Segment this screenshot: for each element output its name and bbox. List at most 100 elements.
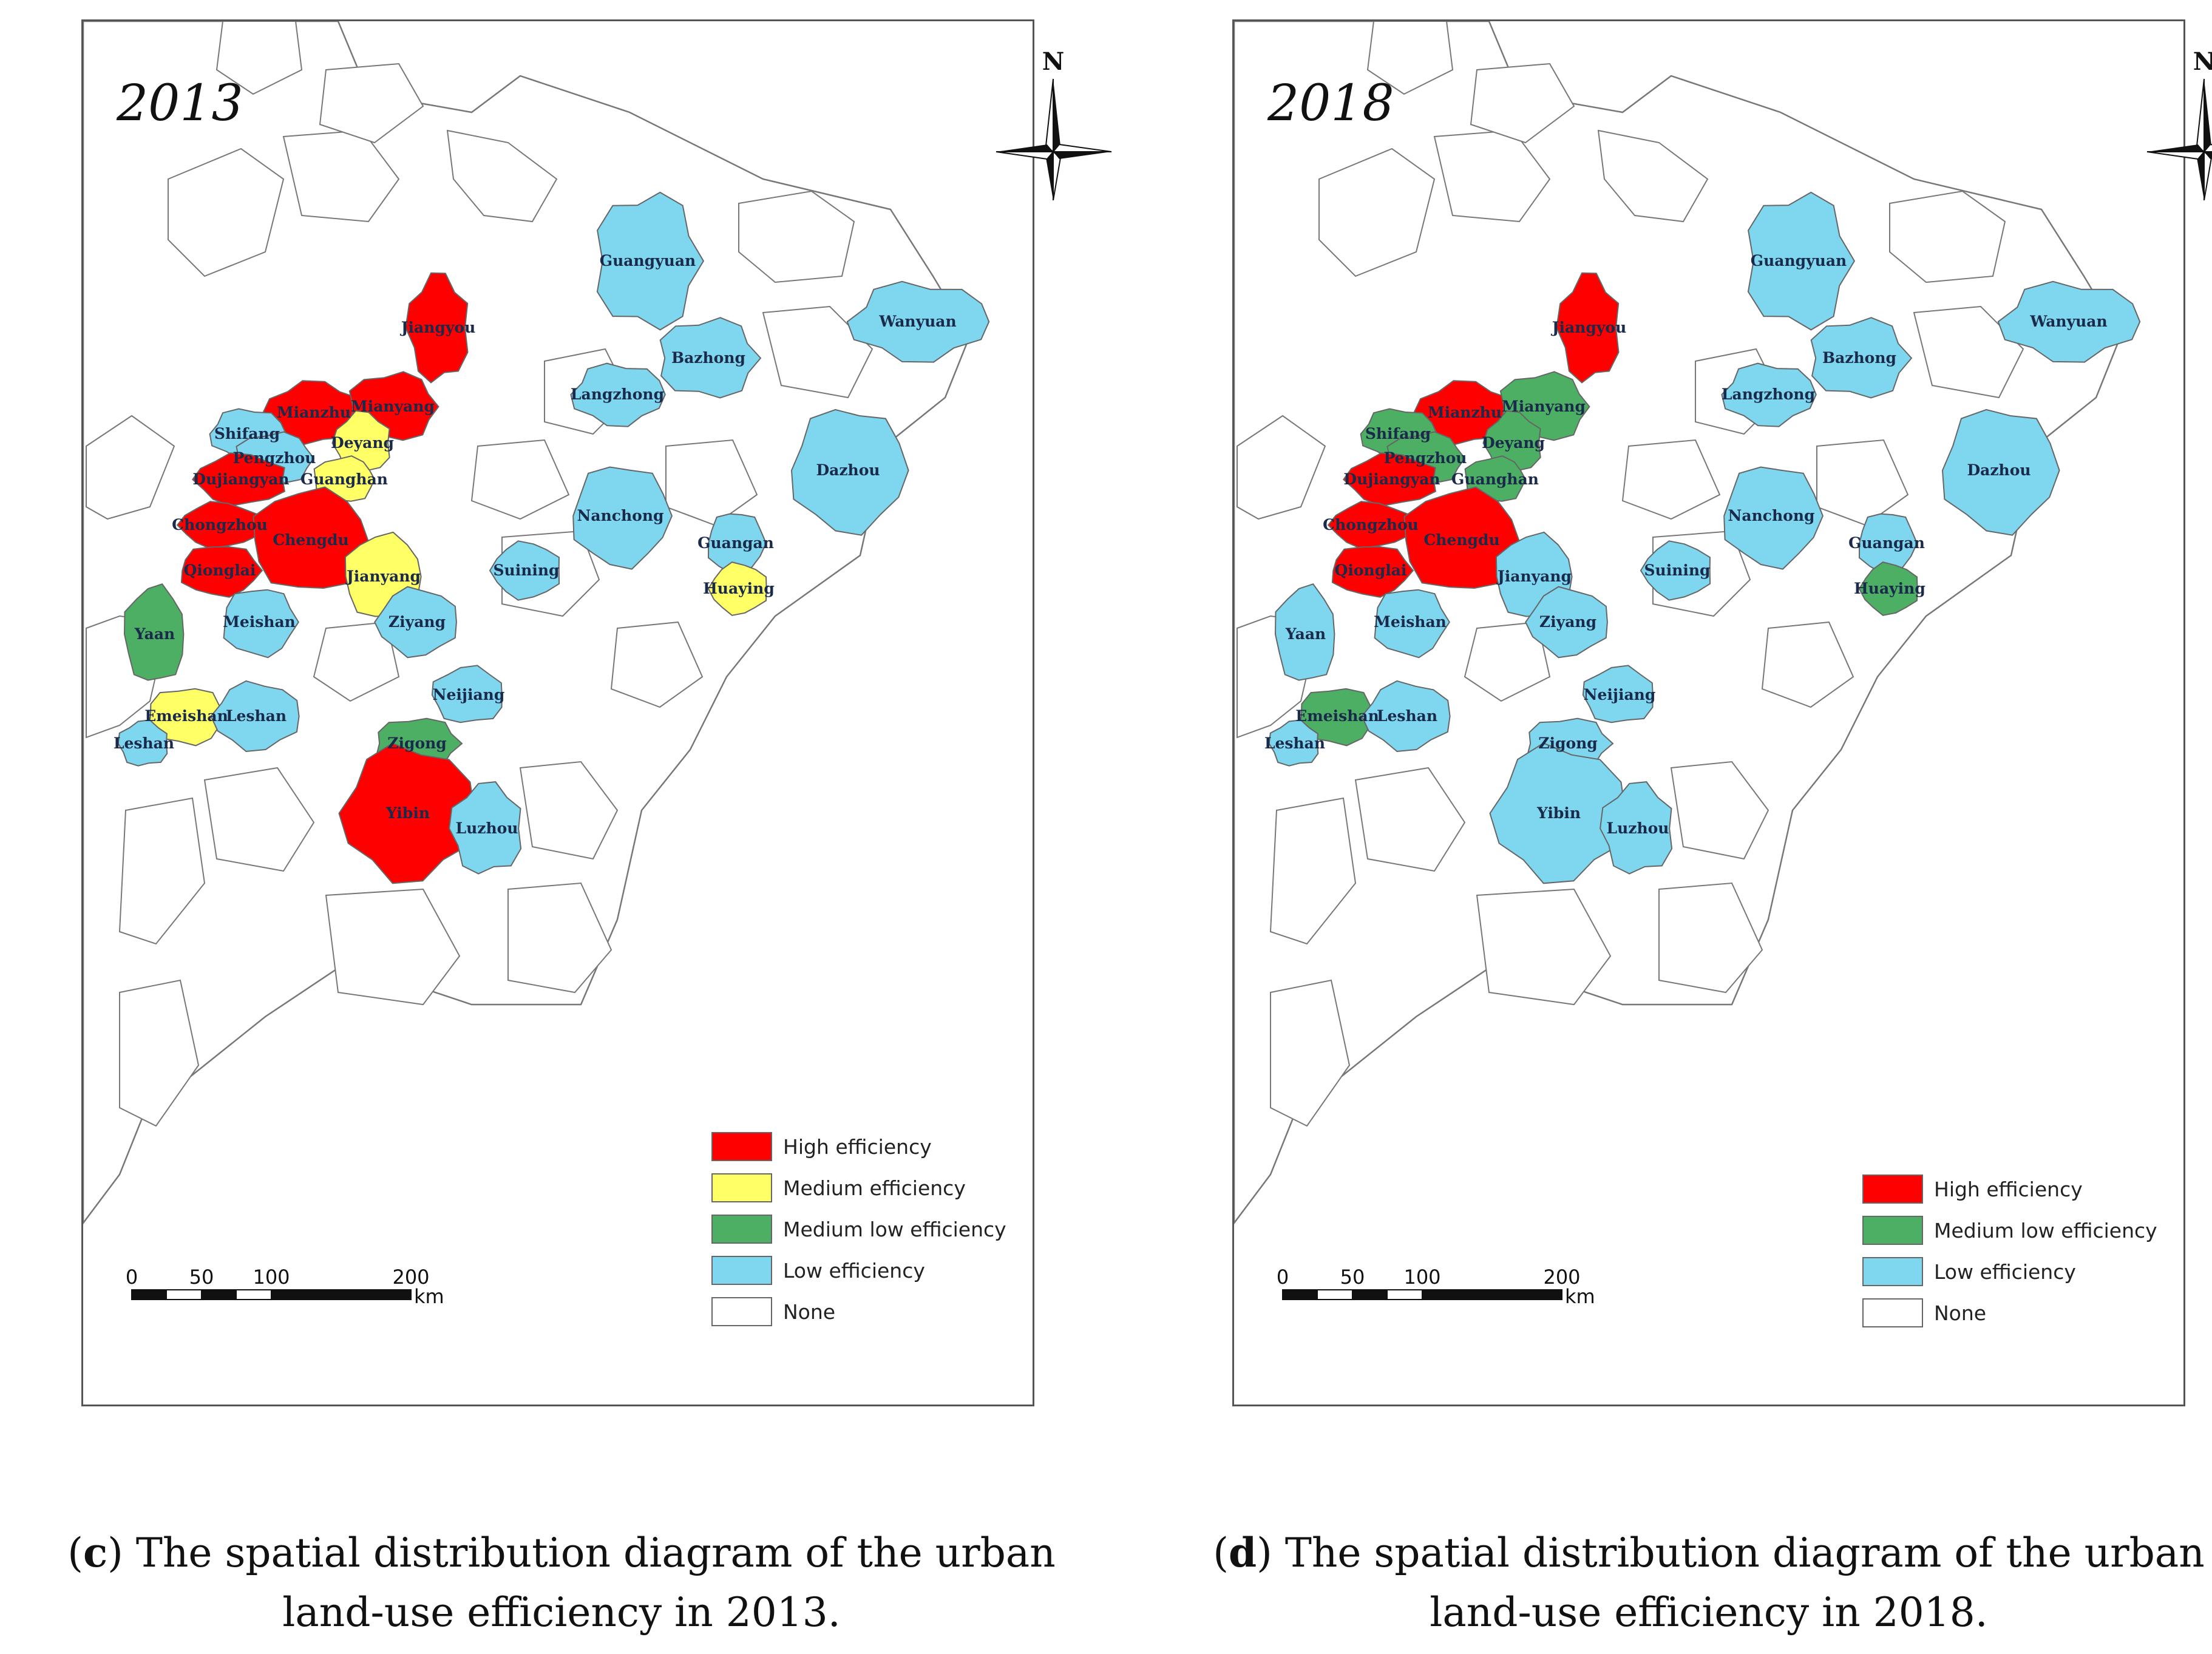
city-region-langzhong	[570, 362, 666, 427]
city-region-suining	[1640, 540, 1711, 601]
map-canvas-2018: Guangyuan Wanyuan Jiangyou Bazhong Langzhong…	[1234, 21, 2141, 1225]
city-region-wanyuan	[1997, 280, 2141, 363]
legend: High efficiency Medium efficiency Medium l…	[711, 1126, 1006, 1332]
scale-bar-segment	[1282, 1289, 1318, 1300]
map-year-label: 2013	[117, 75, 243, 132]
scale-tick-label: 100	[1403, 1266, 1440, 1289]
scale-unit-label: km	[1565, 1285, 1595, 1308]
city-label-leshan: Leshan	[226, 707, 287, 725]
city-label-yibin: Yibin	[1536, 804, 1581, 822]
county-region-none	[665, 439, 758, 526]
city-label-qionglai: Qionglai	[1335, 561, 1407, 579]
city-region-leshan	[210, 680, 300, 753]
city-region-guangyuan	[596, 191, 705, 331]
caption-letter: d	[1228, 1529, 1257, 1576]
city-region-yaan	[1274, 583, 1335, 681]
legend-label: Medium low efficiency	[1934, 1218, 2157, 1242]
county-region-none	[282, 129, 400, 223]
caption-text: The spatial distribution diagram of the …	[135, 1530, 1056, 1636]
legend-item: Medium low efficiency	[711, 1208, 1006, 1250]
city-region-bazhong	[1810, 317, 1913, 399]
county-region-none	[507, 882, 612, 994]
county-region-none	[1913, 305, 2024, 399]
north-label: N	[2193, 47, 2212, 76]
county-region-none	[1670, 761, 1769, 860]
legend-label: Medium efficiency	[783, 1176, 966, 1200]
city-region-neijiang	[431, 665, 503, 724]
province-outline	[1234, 21, 2122, 1225]
county-region-none	[446, 129, 558, 223]
city-label-guanghan: Guanghan	[1451, 470, 1539, 488]
city-region-huaying	[1858, 561, 1918, 616]
county-region-none	[1366, 21, 1454, 95]
legend-swatch	[711, 1215, 772, 1244]
legend-swatch	[711, 1173, 772, 1202]
north-label: N	[1042, 47, 1065, 76]
scale-bar-segment	[166, 1289, 202, 1300]
city-label-jianyang: Jianyang	[345, 568, 421, 585]
city-region-bazhong	[659, 317, 762, 399]
city-label-mianzhu: Mianzhu	[277, 404, 351, 421]
city-region-leshan	[1361, 680, 1451, 753]
city-region-leshan	[117, 719, 168, 767]
city-region-yibin	[1489, 742, 1626, 884]
legend-item: Low efficiency	[711, 1250, 1006, 1291]
city-region-suining	[489, 540, 560, 601]
city-label-deyang: Deyang	[1482, 434, 1545, 452]
scale-tick-label: 200	[1543, 1266, 1580, 1289]
city-region-chengdu	[1403, 486, 1520, 589]
city-label-jiangyou: Jiangyou	[1551, 319, 1627, 336]
scale-bar-segment	[1422, 1289, 1562, 1300]
city-label-shifang: Shifang	[214, 425, 280, 442]
county-region-none	[1621, 439, 1721, 520]
city-label-jianyang: Jianyang	[1496, 568, 1572, 585]
county-region-none	[215, 21, 303, 95]
city-label-chengdu: Chengdu	[1423, 531, 1499, 549]
county-region-none	[762, 305, 874, 399]
city-region-jiangyou	[1556, 272, 1620, 384]
map-panel-2018: Guangyuan Wanyuan Jiangyou Bazhong Langzhong…	[1232, 19, 2212, 1406]
city-region-nanchong	[572, 466, 673, 570]
county-region-none	[1318, 147, 1436, 277]
province-outline	[83, 21, 971, 1225]
scale-tick-label: 0	[126, 1266, 138, 1289]
city-region-nanchong	[1723, 466, 1824, 570]
city-region-wanyuan	[846, 280, 990, 363]
scale-tick-label: 0	[1277, 1266, 1289, 1289]
legend-item: None	[711, 1291, 1006, 1332]
city-region-yibin	[338, 742, 475, 884]
legend-swatch	[711, 1297, 772, 1326]
legend-item: Medium efficiency	[711, 1167, 1006, 1208]
scale-bar: 0 50 100 200 km	[1277, 1259, 1617, 1314]
city-region-dujiangyan	[191, 452, 286, 507]
city-label-yaan: Yaan	[1285, 625, 1326, 643]
county-region-none	[1761, 621, 1854, 708]
city-label-dazhou: Dazhou	[1967, 461, 2030, 479]
legend: High efficiency Medium low efficiency Low …	[1862, 1168, 2157, 1334]
city-region-emeishan	[148, 688, 229, 747]
city-region-dujiangyan	[1342, 452, 1437, 507]
scale-tick-label: 200	[392, 1266, 429, 1289]
scale-tick-label: 100	[253, 1266, 290, 1289]
caption-letter: c	[83, 1529, 108, 1576]
scale-bar-segment	[1386, 1289, 1423, 1300]
city-region-qionglai	[1331, 546, 1414, 598]
city-label-pengzhou: Pengzhou	[1384, 449, 1467, 467]
county-region-none	[119, 979, 200, 1127]
city-label-mianyang: Mianyang	[351, 398, 435, 415]
scale-bar-segment	[201, 1289, 237, 1300]
city-region-neijiang	[1582, 665, 1654, 724]
city-label-chongzhou: Chongzhou	[172, 516, 268, 534]
county-region-none	[1354, 767, 1466, 872]
city-region-ziyang	[374, 586, 457, 659]
city-label-yaan: Yaan	[134, 625, 175, 643]
city-label-emeishan: Emeishan	[1295, 707, 1379, 725]
city-region-luzhou	[449, 781, 522, 875]
city-label-pengzhou: Pengzhou	[233, 449, 316, 467]
city-label-mianyang: Mianyang	[1502, 398, 1586, 415]
city-label-bazhong: Bazhong	[671, 349, 745, 367]
city-label-guangyuan: Guangyuan	[1751, 252, 1847, 269]
city-region-jiangyou	[405, 272, 469, 384]
city-label-suining: Suining	[493, 561, 559, 579]
legend-swatch	[1862, 1257, 1923, 1286]
